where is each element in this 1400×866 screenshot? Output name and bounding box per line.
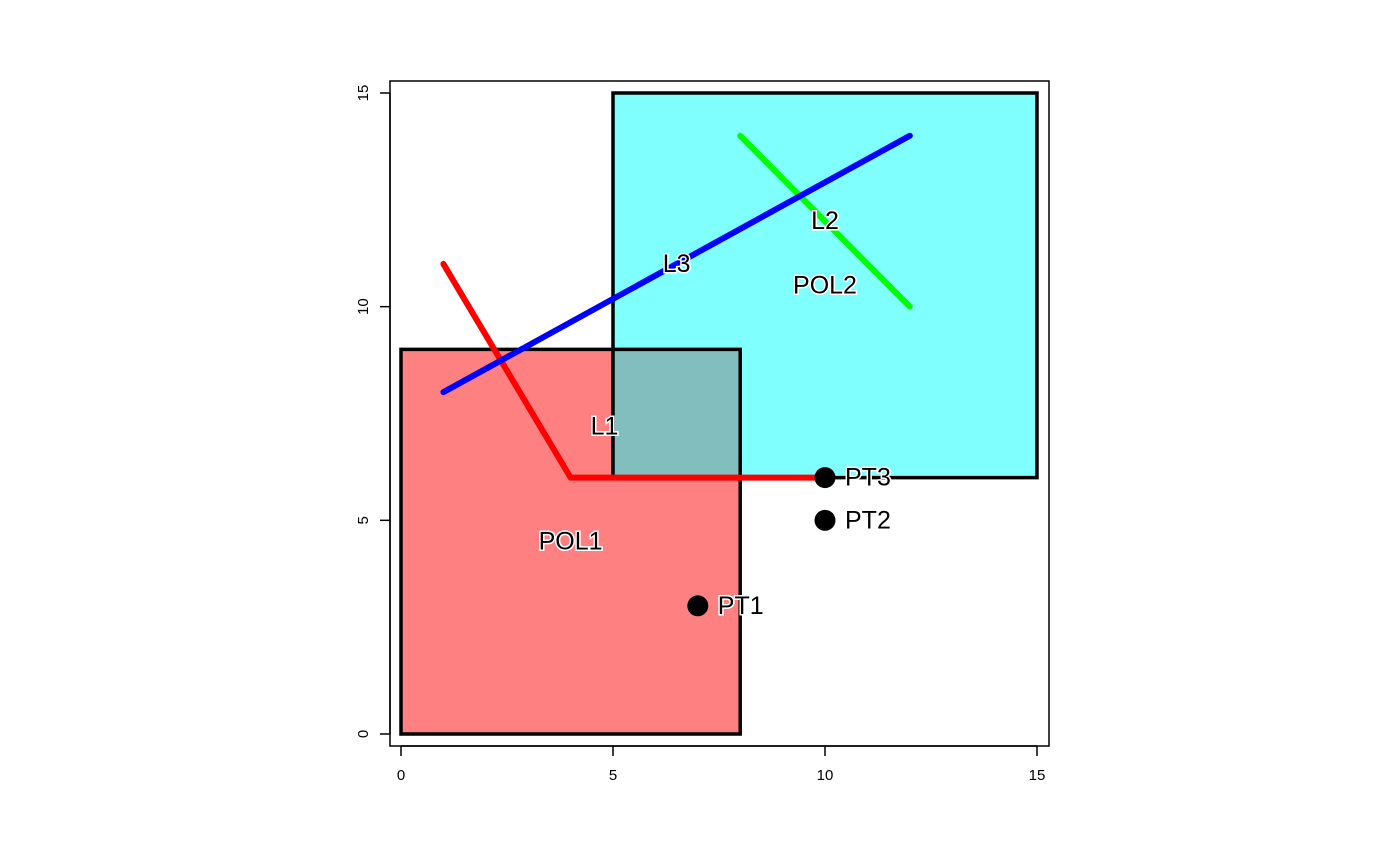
polygon-overlap [613,349,741,478]
polygon-outline-layer [399,91,1039,736]
label-l1: L1 [591,412,619,440]
label-l2: L2 [811,207,839,235]
line-l1 [440,260,828,481]
y-tick-label: 5 [355,516,372,524]
point-pt3 [814,467,836,489]
line-layer [440,132,913,481]
x-tick-label: 0 [397,767,405,784]
label-pt1: PT1 [718,592,764,620]
polygon-outline-pol1 [399,347,742,736]
line-l3 [440,132,913,396]
label-layer: POL1 POL2 L1 L2 L3 PT1 PT2 PT3 [537,206,892,622]
point-layer [687,467,836,617]
label-pol1: POL1 [539,528,603,556]
label-pt2: PT2 [845,506,891,534]
x-tick-label: 15 [1029,767,1046,784]
x-tick-label: 10 [817,767,834,784]
polygon-outline-pol2 [611,91,1039,480]
y-tick-label: 0 [355,730,372,738]
overlap-layer [613,349,741,478]
y-tick-label: 10 [355,298,372,315]
line-l2 [737,132,913,310]
y-tick-label: 15 [355,85,372,102]
point-pt2 [814,509,836,531]
axes: 0 5 10 15 0 5 10 15 [355,80,1050,784]
label-pol2: POL2 [793,271,857,299]
label-l3: L3 [663,250,691,278]
label-pt3: PT3 [845,464,891,492]
point-pt1 [687,595,709,617]
x-tick-label: 5 [609,767,617,784]
